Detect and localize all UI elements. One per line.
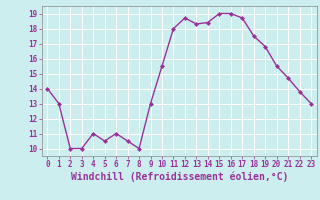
X-axis label: Windchill (Refroidissement éolien,°C): Windchill (Refroidissement éolien,°C) bbox=[70, 172, 288, 182]
